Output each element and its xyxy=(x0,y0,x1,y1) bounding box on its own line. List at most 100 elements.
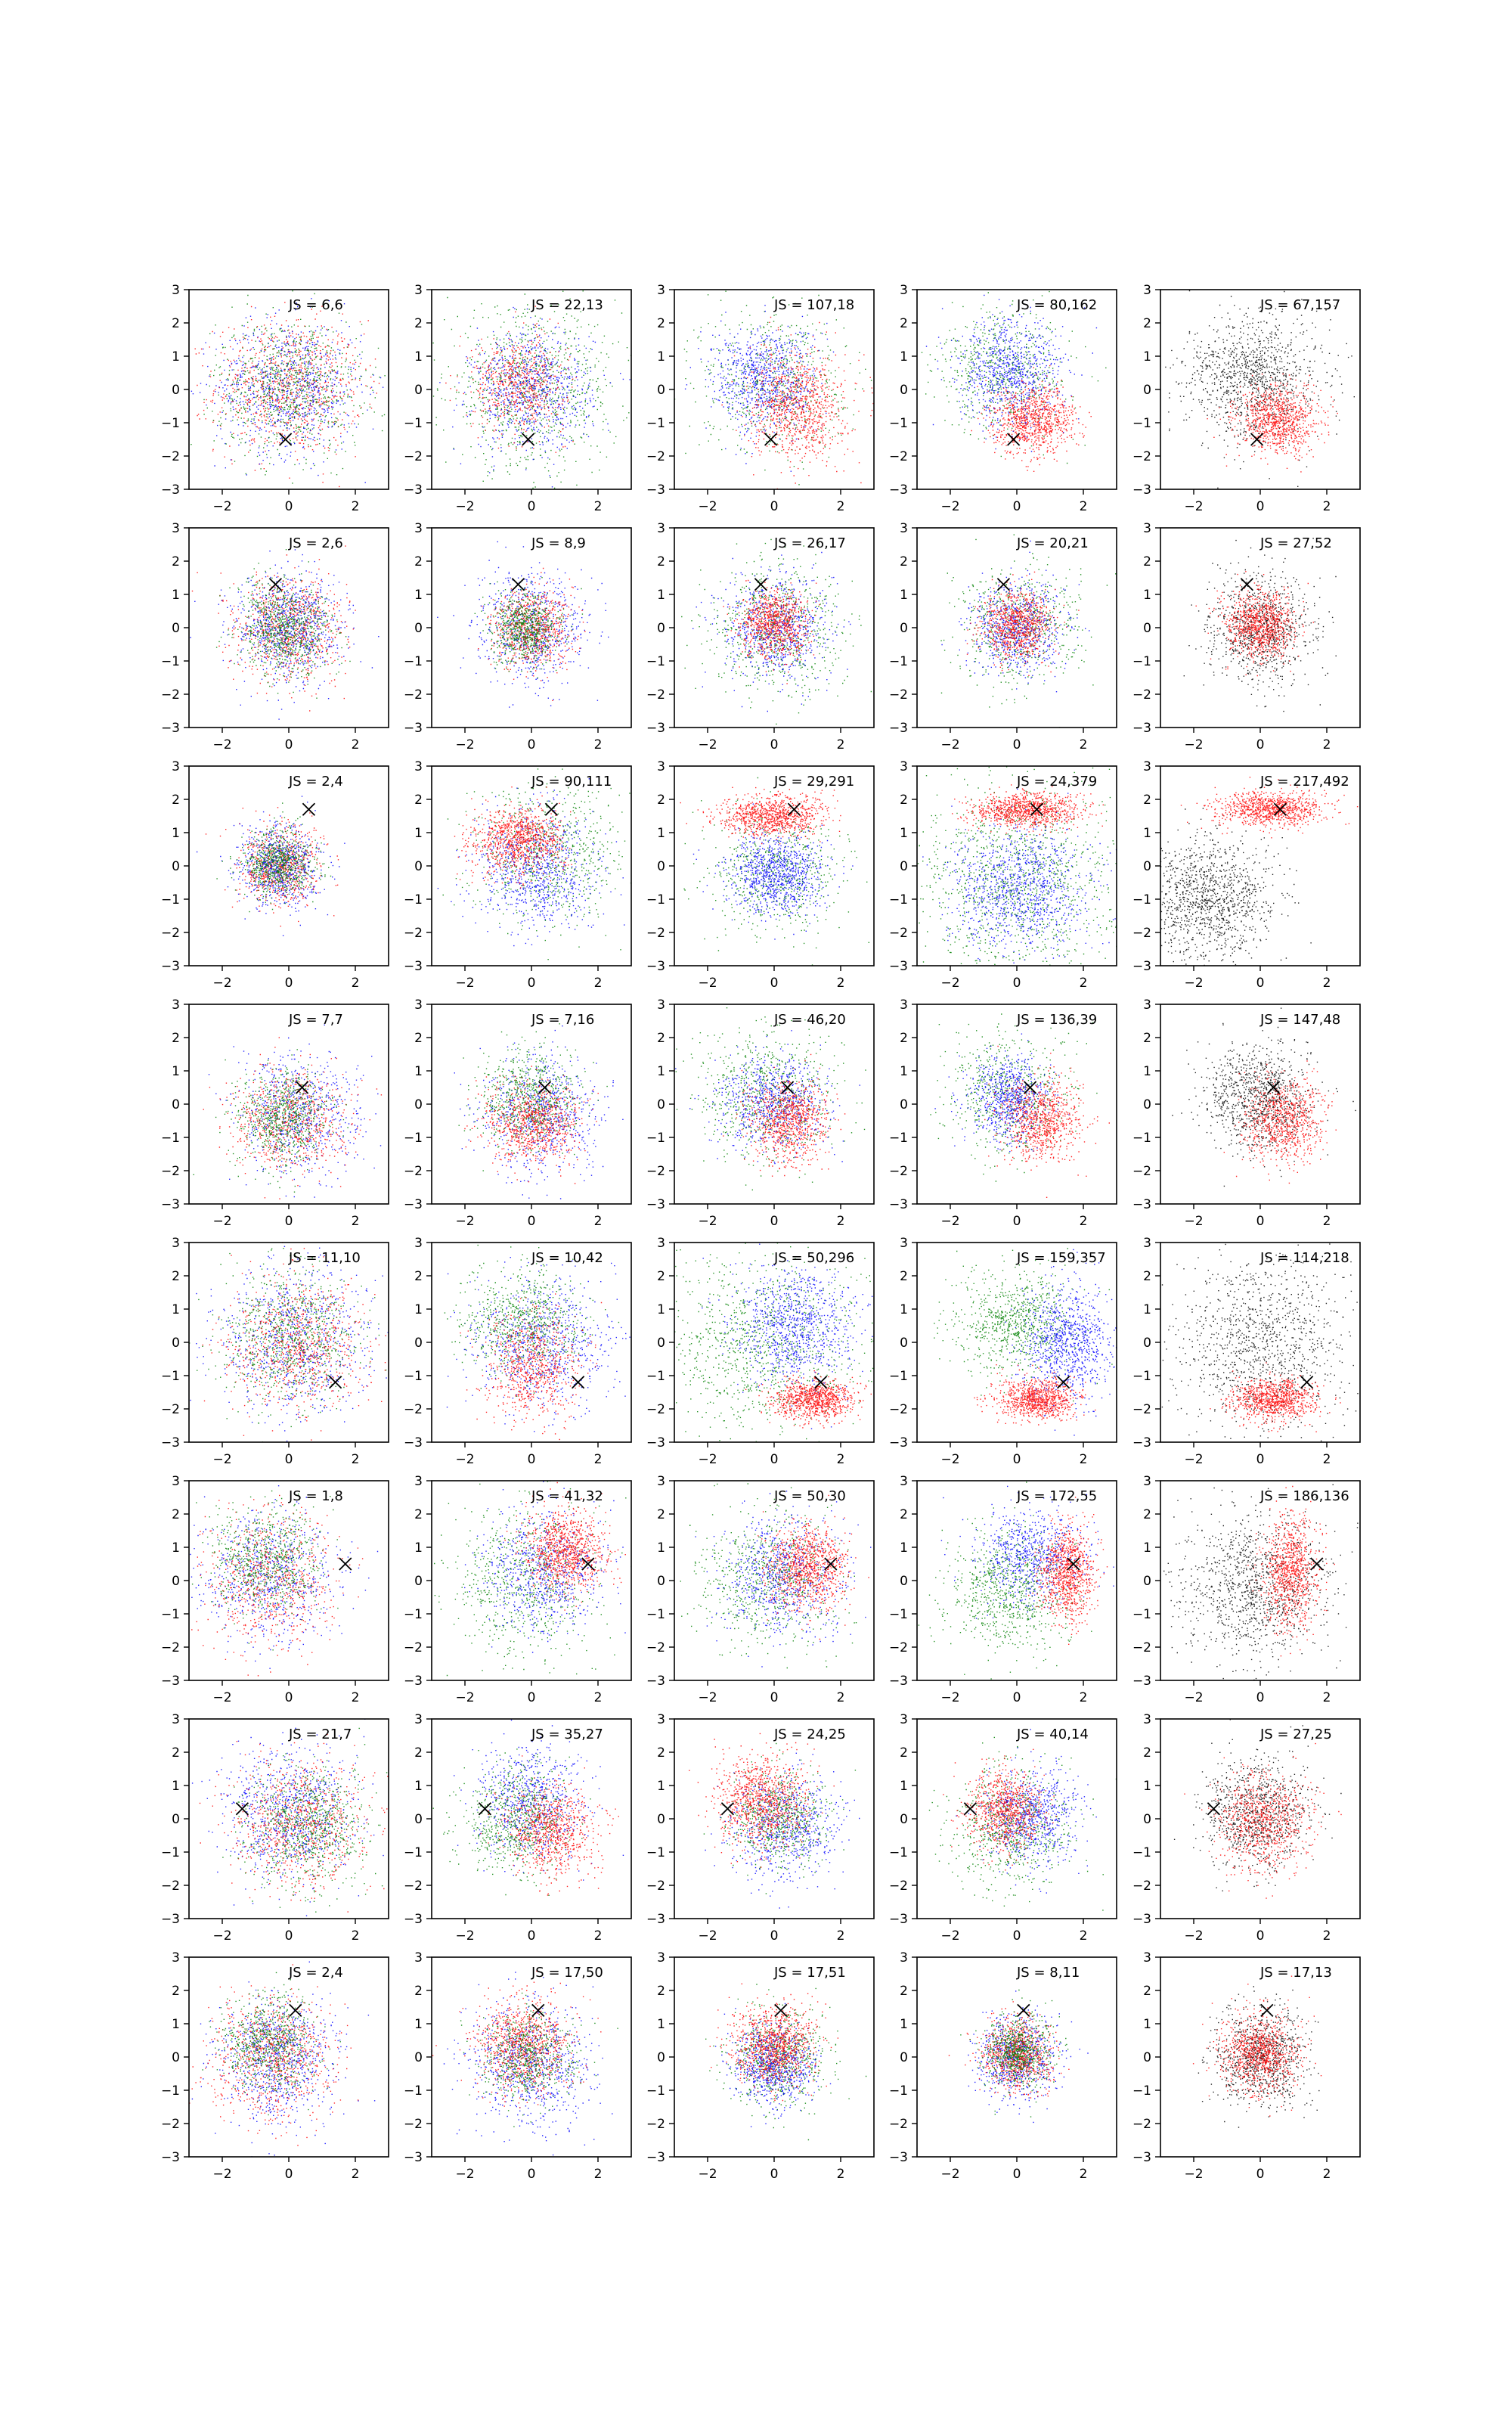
y-tick-label: 0 xyxy=(657,2050,665,2065)
x-tick-label: 0 xyxy=(528,1928,536,1944)
y-tick-label: 0 xyxy=(172,1336,180,1351)
x-tick-label: 0 xyxy=(1256,499,1265,514)
x-tick-label: 2 xyxy=(837,1452,845,1467)
y-tick-label: 2 xyxy=(657,554,665,569)
y-tick-label: −2 xyxy=(646,2117,665,2132)
point-cloud xyxy=(1183,538,1337,712)
y-tick-label: 3 xyxy=(900,283,908,298)
y-tick-label: −3 xyxy=(646,482,665,498)
scatter-dots xyxy=(754,1494,874,1640)
y-tick-label: 1 xyxy=(900,826,908,841)
scatter-dots xyxy=(714,2003,832,2127)
x-tick-label: 0 xyxy=(285,976,293,991)
y-tick-label: 1 xyxy=(900,2017,908,2032)
point-cloud xyxy=(971,365,1092,472)
x-tick-label: −2 xyxy=(212,2167,231,2182)
scatter-dots xyxy=(922,788,1117,963)
y-tick-label: 2 xyxy=(172,316,180,331)
y-tick-label: −2 xyxy=(646,926,665,941)
y-tick-label: 1 xyxy=(900,1779,908,1794)
x-tick-label: 0 xyxy=(770,1690,779,1705)
js-score-label: JS = 41,32 xyxy=(531,1488,603,1504)
point-cloud xyxy=(460,1992,618,2127)
y-tick-label: 1 xyxy=(172,1302,180,1317)
scatter-points xyxy=(680,1483,874,1669)
y-tick-label: 1 xyxy=(657,2017,665,2032)
y-tick-label: 0 xyxy=(657,1812,665,1827)
point-cloud xyxy=(1247,1485,1335,1657)
y-tick-label: 3 xyxy=(1143,283,1151,298)
y-tick-label: 0 xyxy=(657,1097,665,1112)
y-tick-label: 3 xyxy=(414,283,423,298)
y-tick-label: 3 xyxy=(414,1474,423,1489)
x-tick-label: −2 xyxy=(212,499,231,514)
scatter-dots xyxy=(444,1244,620,1397)
x-tick-label: −2 xyxy=(212,1452,231,1467)
x-tick-label: 0 xyxy=(285,1928,293,1944)
y-tick-label: −2 xyxy=(1132,1402,1151,1417)
x-tick-label: −2 xyxy=(1184,1928,1203,1944)
scatter-points xyxy=(930,1013,1110,1198)
scatter-dots xyxy=(675,1030,860,1165)
axes-frame xyxy=(1160,1718,1361,1919)
y-tick-label: 1 xyxy=(657,1064,665,1079)
y-tick-label: 1 xyxy=(1143,1779,1151,1794)
x-tick-label: 0 xyxy=(770,1214,779,1229)
scatter-panel: −2 0 2 3 2 1 0 −1 −2 −3 JS = 50,30 xyxy=(646,1474,875,1705)
y-tick-label: −3 xyxy=(646,1197,665,1212)
scatter-dots xyxy=(1183,538,1337,712)
js-score-label: JS = 50,296 xyxy=(773,1250,854,1266)
scatter-panel: −2 0 2 3 2 1 0 −1 −2 −3 JS = 17,51 xyxy=(646,1950,875,2182)
x-marker xyxy=(268,578,283,591)
y-tick-label: −2 xyxy=(1132,1879,1151,1894)
point-cloud xyxy=(934,1033,1070,1153)
scatter-panel: −2 0 2 3 2 1 0 −1 −2 −3 JS = 217,492 xyxy=(1132,759,1361,991)
x-tick-label: 2 xyxy=(1323,2167,1331,2182)
scatter-panel: −2 0 2 3 2 1 0 −1 −2 −3 JS = 6,6 xyxy=(161,283,389,514)
y-tick-label: 1 xyxy=(414,349,423,365)
x-tick-label: −2 xyxy=(455,1452,474,1467)
x-marker xyxy=(1266,1081,1281,1094)
x-marker xyxy=(1067,1557,1080,1571)
y-tick-label: 3 xyxy=(1143,521,1151,536)
x-tick-label: 0 xyxy=(285,1690,293,1705)
point-cloud xyxy=(745,1370,874,1429)
x-tick-label: 2 xyxy=(1080,976,1088,991)
axes-frame xyxy=(916,1004,1117,1205)
y-tick-label: 1 xyxy=(1143,2017,1151,2032)
y-tick-label: −1 xyxy=(889,2083,908,2099)
x-tick-label: −2 xyxy=(940,499,959,514)
y-tick-label: 3 xyxy=(657,283,665,298)
y-tick-label: 2 xyxy=(1143,1984,1151,1999)
x-tick-label: 2 xyxy=(837,1214,845,1229)
x-marker xyxy=(1300,1376,1314,1389)
point-cloud xyxy=(191,298,384,483)
scatter-panel: −2 0 2 3 2 1 0 −1 −2 −3 JS = 17,50 xyxy=(404,1950,632,2182)
js-score-label: JS = 7,16 xyxy=(531,1012,594,1028)
x-tick-label: 2 xyxy=(1080,2167,1088,2182)
scatter-dots xyxy=(442,768,631,960)
point-cloud xyxy=(1207,373,1338,473)
scatter-points xyxy=(191,290,386,488)
x-tick-label: −2 xyxy=(212,976,231,991)
axes-frame xyxy=(674,1956,875,2158)
y-tick-label: −3 xyxy=(646,1912,665,1927)
x-tick-label: 0 xyxy=(1256,2167,1265,2182)
y-tick-label: 3 xyxy=(414,1712,423,1727)
scatter-points xyxy=(191,1719,389,1916)
scatter-points xyxy=(1172,1007,1356,1187)
y-tick-label: 2 xyxy=(414,1269,423,1284)
axes-frame xyxy=(188,289,389,490)
y-tick-label: 1 xyxy=(172,2017,180,2032)
y-tick-label: 2 xyxy=(172,1745,180,1761)
y-tick-label: −3 xyxy=(1132,1197,1151,1212)
scatter-points xyxy=(674,290,874,489)
scatter-panel: −2 0 2 3 2 1 0 −1 −2 −3 JS = 1,8 xyxy=(161,1474,389,1705)
y-tick-label: −3 xyxy=(889,1912,908,1927)
y-tick-label: 2 xyxy=(172,1507,180,1522)
x-tick-label: 0 xyxy=(1013,2167,1021,2182)
y-tick-label: −3 xyxy=(1132,2150,1151,2165)
x-tick-label: 2 xyxy=(594,1928,603,1944)
y-tick-label: 2 xyxy=(414,793,423,808)
